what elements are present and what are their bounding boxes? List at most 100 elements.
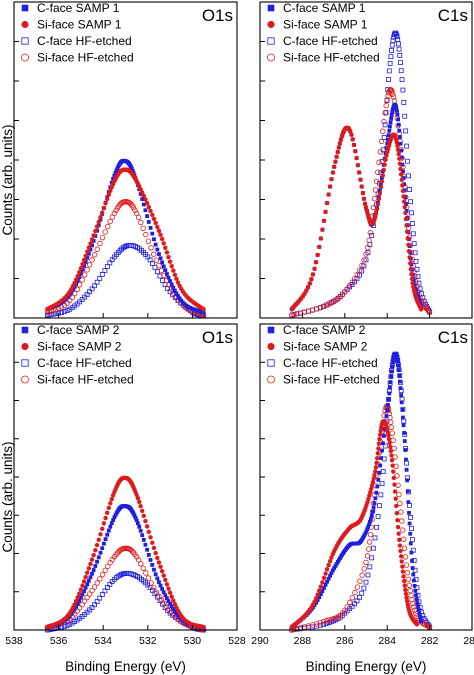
data-point <box>143 570 149 576</box>
data-point <box>379 456 384 460</box>
data-point <box>376 159 382 166</box>
data-point <box>141 193 146 199</box>
data-point <box>100 546 105 551</box>
data-point <box>138 219 144 226</box>
data-point <box>84 292 90 297</box>
data-point <box>404 229 410 234</box>
data-point <box>375 202 381 207</box>
data-point <box>150 540 155 545</box>
data-point <box>91 552 96 558</box>
data-point <box>350 137 355 142</box>
data-point <box>398 166 403 172</box>
data-point <box>368 519 372 524</box>
data-point <box>97 576 103 582</box>
data-point <box>418 615 423 620</box>
data-point <box>83 574 88 580</box>
data-point <box>385 93 391 99</box>
data-point <box>338 137 344 142</box>
data-point <box>402 439 407 443</box>
data-point <box>405 158 411 164</box>
data-point <box>312 266 317 271</box>
data-point <box>369 233 375 238</box>
data-point <box>370 509 375 514</box>
data-point <box>377 432 383 437</box>
data-point <box>361 585 367 591</box>
data-point <box>166 254 171 260</box>
data-point <box>391 475 397 481</box>
data-point <box>349 595 356 601</box>
data-point <box>352 279 357 285</box>
data-point <box>77 598 82 603</box>
data-point <box>377 149 383 155</box>
data-point <box>143 197 148 202</box>
data-point <box>159 236 165 242</box>
data-point <box>411 604 417 610</box>
data-point <box>76 282 83 288</box>
data-point <box>148 208 153 214</box>
x-tick-label: 282 <box>421 635 439 647</box>
data-point <box>400 183 405 188</box>
data-point <box>80 267 85 272</box>
data-point <box>397 373 402 378</box>
data-point <box>134 492 139 498</box>
data-point <box>130 168 135 173</box>
data-point <box>112 515 117 520</box>
data-point <box>140 533 145 538</box>
data-point <box>398 60 403 65</box>
data-point <box>395 524 401 530</box>
data-point <box>410 600 416 607</box>
panel-title: O1s <box>202 6 233 25</box>
data-point <box>381 167 386 173</box>
data-point <box>409 210 414 216</box>
data-point <box>313 621 320 627</box>
data-point <box>94 246 100 252</box>
data-point <box>140 197 145 201</box>
data-point <box>141 537 146 542</box>
data-point <box>105 563 111 570</box>
data-point <box>145 214 150 218</box>
data-point <box>404 595 409 600</box>
legend-label: C-face HF-etched <box>283 356 378 370</box>
data-point <box>382 162 387 167</box>
data-point <box>99 210 105 215</box>
data-point <box>393 496 398 501</box>
data-point <box>89 587 95 594</box>
legend-label: Si-face SAMP 2 <box>283 340 368 354</box>
data-point <box>371 476 376 481</box>
data-point <box>163 245 168 251</box>
data-point <box>401 423 406 428</box>
data-point <box>386 137 390 142</box>
data-point <box>95 559 99 564</box>
data-point <box>371 196 378 202</box>
data-point <box>401 418 407 424</box>
data-point <box>153 242 158 247</box>
legend-item: C-face HF-etched <box>267 34 378 48</box>
data-point <box>391 469 396 474</box>
data-point <box>158 256 163 261</box>
data-point <box>365 527 370 532</box>
data-point <box>386 397 391 402</box>
data-point <box>90 243 94 248</box>
data-point <box>393 30 399 36</box>
data-point <box>138 561 144 567</box>
data-point <box>99 271 105 277</box>
data-point <box>403 562 410 568</box>
data-point <box>82 264 86 268</box>
data-point <box>380 173 385 178</box>
data-point <box>404 460 410 466</box>
data-point <box>400 87 406 93</box>
data-point <box>72 280 77 286</box>
data-point <box>135 495 141 501</box>
data-point <box>375 514 381 519</box>
data-point <box>294 311 300 317</box>
data-point <box>400 527 406 533</box>
data-point <box>373 214 378 219</box>
data-point <box>323 209 328 215</box>
data-point <box>169 263 174 269</box>
data-point <box>378 428 383 434</box>
data-point <box>363 559 369 566</box>
legend-item: C-face SAMP 2 <box>267 323 366 337</box>
data-point <box>91 252 98 258</box>
data-point <box>317 244 322 250</box>
data-point <box>332 566 337 570</box>
